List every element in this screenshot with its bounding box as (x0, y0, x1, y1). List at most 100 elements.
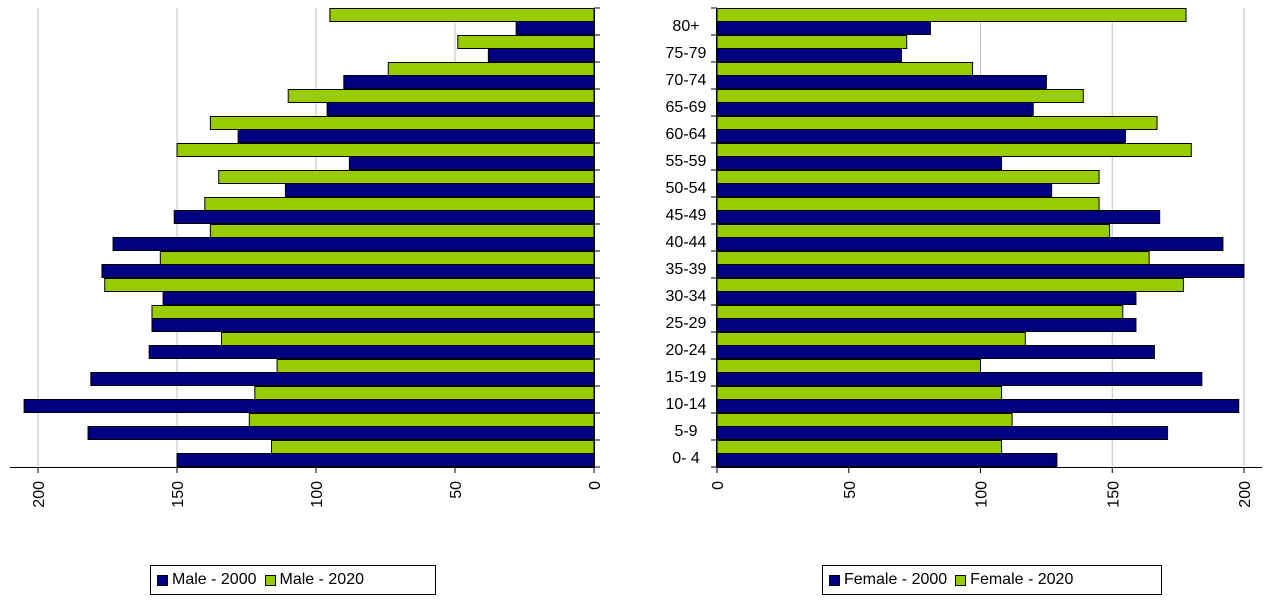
male-bar-2000-35-39 (101, 264, 595, 278)
male-bar-2000-60-64 (237, 129, 595, 143)
age-group-label: 25-29 (666, 315, 707, 332)
male-bar-2020-30-34 (104, 278, 595, 292)
male-panel: 200 150 100 50 0 (10, 7, 604, 508)
female-bar-2020-25-29 (716, 305, 1124, 319)
age-group-label: 15-19 (666, 369, 707, 386)
female-bar-2020-65-69 (716, 89, 1084, 103)
male-x-tick-label: 200 (31, 481, 48, 508)
female-bar-2020-70-74 (716, 62, 974, 76)
male-bar-2000-30-34 (162, 291, 595, 305)
female-bar-2000-70-74 (716, 75, 1047, 89)
male-bar-2020-50-54 (218, 170, 595, 184)
male-bar-2020-75-79 (457, 35, 595, 49)
age-group-label: 40-44 (666, 234, 707, 251)
male-bar-2020-45-49 (204, 197, 595, 211)
male-bar-2000-20-24 (148, 345, 595, 359)
male-bar-2020-40-44 (209, 224, 595, 238)
male-bar-2020-70-74 (387, 62, 595, 76)
age-group-label: 50-54 (666, 180, 707, 197)
female-bar-2020-35-39 (716, 251, 1150, 265)
female-bar-2000-20-24 (716, 345, 1155, 359)
female-bar-2020-20-24 (716, 332, 1026, 346)
female-x-tick-label: 150 (1105, 481, 1122, 508)
age-group-label: 30-34 (666, 288, 707, 305)
age-group-label: 5-9 (674, 423, 697, 440)
legend-swatch-male-2000 (157, 574, 168, 586)
male-bar-2020-65-69 (287, 89, 595, 103)
male-x-tick-label: 0 (587, 481, 604, 490)
male-bar-2000-5-9 (87, 426, 595, 440)
female-bar-2020-0-4 (716, 440, 1003, 454)
age-group-label: 80+ (672, 18, 699, 35)
male-bar-2000-70-74 (343, 75, 595, 89)
legend-swatch-male-2020 (264, 574, 276, 586)
age-group-label: 45-49 (666, 207, 707, 224)
legend-item-female-2000: Female - 2000 (829, 571, 947, 589)
male-bar-2020-15-19 (276, 359, 595, 373)
legend-item-male-2000: Male - 2000 (157, 571, 257, 589)
female-bar-2000-65-69 (716, 102, 1034, 116)
male-bar-2020-80+ (329, 8, 595, 22)
female-bar-2020-30-34 (716, 278, 1184, 292)
female-bar-2000-60-64 (716, 129, 1126, 143)
male-bar-2000-55-59 (348, 156, 595, 170)
female-bar-2020-50-54 (716, 170, 1100, 184)
female-bar-2000-35-39 (716, 264, 1245, 278)
age-group-label: 75-79 (666, 45, 707, 62)
female-bar-2020-40-44 (716, 224, 1111, 238)
female-bar-2020-45-49 (716, 197, 1100, 211)
male-bar-2020-25-29 (151, 305, 595, 319)
male-bar-2000-45-49 (173, 210, 595, 224)
female-bar-2020-5-9 (716, 413, 1013, 427)
male-bar-2020-35-39 (159, 251, 595, 265)
female-bar-2000-0-4 (716, 453, 1058, 467)
male-bar-2000-65-69 (326, 102, 595, 116)
male-bar-2020-20-24 (220, 332, 595, 346)
male-x-tick-label: 100 (309, 481, 326, 508)
female-bar-2000-10-14 (716, 399, 1240, 413)
male-bar-2020-10-14 (254, 386, 595, 400)
male-bar-2000-40-44 (112, 237, 595, 251)
male-bar-2000-15-19 (90, 372, 595, 386)
age-group-label: 65-69 (666, 99, 707, 116)
age-group-label: 0- 4 (672, 450, 700, 467)
age-group-label: 55-59 (666, 153, 707, 170)
female-bar-2000-5-9 (716, 426, 1169, 440)
female-bar-2000-45-49 (716, 210, 1161, 224)
male-bar-2020-5-9 (248, 413, 595, 427)
male-bar-2000-50-54 (284, 183, 595, 197)
female-bar-2020-55-59 (716, 143, 1192, 157)
female-bar-2020-15-19 (716, 359, 981, 373)
female-bar-2020-75-79 (716, 35, 908, 49)
female-bar-2000-15-19 (716, 372, 1203, 386)
male-bar-2000-75-79 (487, 48, 595, 62)
female-bar-2000-25-29 (716, 318, 1137, 332)
female-x-tick-label: 200 (1237, 481, 1254, 508)
age-group-label: 70-74 (666, 72, 707, 89)
legend-label-female-2020: Female - 2020 (970, 571, 1074, 588)
legend-label-female-2000: Female - 2000 (844, 571, 948, 588)
age-group-label: 20-24 (666, 342, 707, 359)
female-bar-2000-75-79 (716, 48, 902, 62)
female-bar-2000-55-59 (716, 156, 1003, 170)
female-x-tick-label: 100 (974, 481, 991, 508)
male-legend: Male - 2000 Male - 2020 (150, 565, 436, 595)
male-bar-2000-10-14 (23, 399, 595, 413)
legend-item-female-2020: Female - 2020 (955, 571, 1073, 589)
legend-label-male-2000: Male - 2000 (172, 571, 257, 588)
female-bar-2020-10-14 (716, 386, 1003, 400)
male-bar-2000-0-4 (176, 453, 595, 467)
female-bar-2020-60-64 (716, 116, 1158, 130)
male-bar-2000-25-29 (151, 318, 595, 332)
legend-item-male-2020: Male - 2020 (264, 571, 364, 589)
female-x-tick-label: 0 (710, 481, 727, 490)
female-bar-2000-50-54 (716, 183, 1053, 197)
male-bar-2000-80+ (515, 21, 595, 35)
male-bar-2020-55-59 (176, 143, 595, 157)
female-panel: 0- 4 5-9 10-14 15-19 20-24 25-29 30-34 35-39 40-… (666, 7, 1262, 508)
age-group-label: 35-39 (666, 261, 707, 278)
male-bar-2020-0-4 (271, 440, 595, 454)
female-bar-2000-40-44 (716, 237, 1224, 251)
male-x-tick-label: 150 (170, 481, 187, 508)
